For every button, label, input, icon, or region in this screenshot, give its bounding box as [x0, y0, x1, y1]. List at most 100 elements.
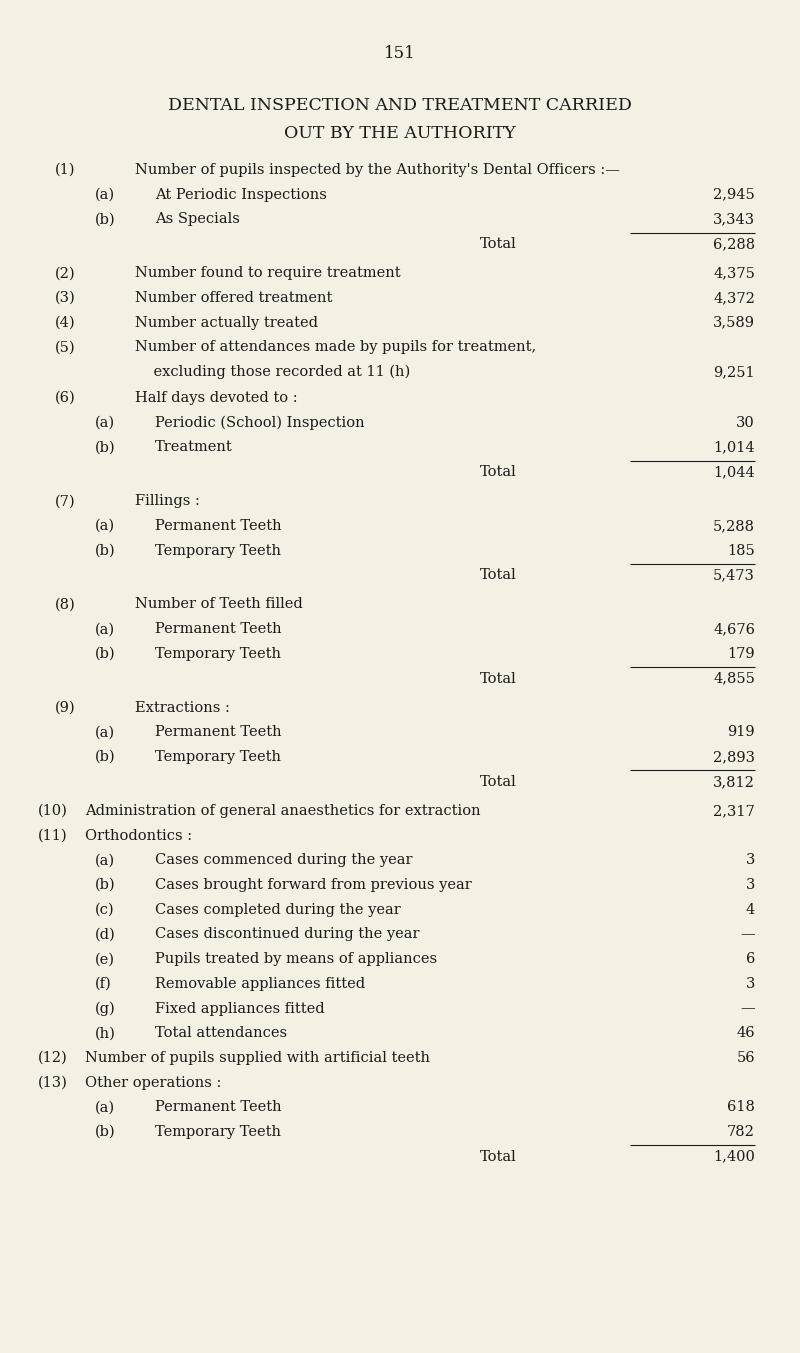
Text: 1,044: 1,044 [714, 465, 755, 479]
Text: (2): (2) [55, 267, 76, 280]
Text: (12): (12) [38, 1051, 68, 1065]
Text: Number found to require treatment: Number found to require treatment [135, 267, 401, 280]
Text: 2,893: 2,893 [713, 750, 755, 764]
Text: 4,676: 4,676 [713, 622, 755, 636]
Text: (10): (10) [38, 804, 68, 819]
Text: 2,317: 2,317 [714, 804, 755, 819]
Text: Number of attendances made by pupils for treatment,: Number of attendances made by pupils for… [135, 341, 536, 354]
Text: (a): (a) [95, 1100, 115, 1115]
Text: OUT BY THE AUTHORITY: OUT BY THE AUTHORITY [284, 124, 516, 142]
Text: 3,589: 3,589 [713, 315, 755, 330]
Text: Removable appliances fitted: Removable appliances fitted [155, 977, 365, 990]
Text: (a): (a) [95, 520, 115, 533]
Text: (e): (e) [95, 953, 115, 966]
Text: Cases commenced during the year: Cases commenced during the year [155, 854, 413, 867]
Text: (3): (3) [55, 291, 76, 304]
Text: (c): (c) [95, 902, 114, 917]
Text: (a): (a) [95, 415, 115, 430]
Text: Number of pupils inspected by the Authority's Dental Officers :—: Number of pupils inspected by the Author… [135, 162, 620, 177]
Text: Temporary Teeth: Temporary Teeth [155, 544, 281, 557]
Text: Number of pupils supplied with artificial teeth: Number of pupils supplied with artificia… [85, 1051, 430, 1065]
Text: (d): (d) [95, 927, 116, 942]
Text: 1,400: 1,400 [713, 1150, 755, 1164]
Text: 185: 185 [727, 544, 755, 557]
Text: (b): (b) [95, 750, 116, 764]
Text: 56: 56 [736, 1051, 755, 1065]
Text: 5,288: 5,288 [713, 520, 755, 533]
Text: Total attendances: Total attendances [155, 1027, 287, 1040]
Text: (a): (a) [95, 725, 115, 740]
Text: 3,812: 3,812 [713, 775, 755, 789]
Text: (4): (4) [55, 315, 76, 330]
Text: (a): (a) [95, 854, 115, 867]
Text: Temporary Teeth: Temporary Teeth [155, 1126, 281, 1139]
Text: Treatment: Treatment [155, 440, 233, 455]
Text: (1): (1) [55, 162, 75, 177]
Text: 3: 3 [746, 854, 755, 867]
Text: (g): (g) [95, 1001, 116, 1016]
Text: excluding those recorded at 11 (h): excluding those recorded at 11 (h) [135, 365, 410, 379]
Text: Total: Total [480, 237, 517, 252]
Text: 1,014: 1,014 [714, 440, 755, 455]
Text: 6,288: 6,288 [713, 237, 755, 252]
Text: 30: 30 [736, 415, 755, 430]
Text: Administration of general anaesthetics for extraction: Administration of general anaesthetics f… [85, 804, 481, 819]
Text: Orthodontics :: Orthodontics : [85, 828, 192, 843]
Text: Total: Total [480, 568, 517, 582]
Text: Fixed appliances fitted: Fixed appliances fitted [155, 1001, 325, 1016]
Text: Periodic (School) Inspection: Periodic (School) Inspection [155, 415, 365, 430]
Text: (b): (b) [95, 440, 116, 455]
Text: (6): (6) [55, 391, 76, 405]
Text: DENTAL INSPECTION AND TREATMENT CARRIED: DENTAL INSPECTION AND TREATMENT CARRIED [168, 97, 632, 114]
Text: 6: 6 [746, 953, 755, 966]
Text: Pupils treated by means of appliances: Pupils treated by means of appliances [155, 953, 437, 966]
Text: (9): (9) [55, 701, 76, 714]
Text: (a): (a) [95, 188, 115, 202]
Text: Total: Total [480, 465, 517, 479]
Text: 4: 4 [746, 902, 755, 917]
Text: (b): (b) [95, 212, 116, 226]
Text: 2,945: 2,945 [714, 188, 755, 202]
Text: 919: 919 [727, 725, 755, 740]
Text: 782: 782 [727, 1126, 755, 1139]
Text: (b): (b) [95, 544, 116, 557]
Text: —: — [740, 1001, 755, 1016]
Text: Cases brought forward from previous year: Cases brought forward from previous year [155, 878, 472, 892]
Text: (b): (b) [95, 878, 116, 892]
Text: Other operations :: Other operations : [85, 1076, 222, 1089]
Text: 618: 618 [727, 1100, 755, 1115]
Text: Cases completed during the year: Cases completed during the year [155, 902, 401, 917]
Text: Permanent Teeth: Permanent Teeth [155, 520, 282, 533]
Text: Total: Total [480, 671, 517, 686]
Text: (f): (f) [95, 977, 112, 990]
Text: (13): (13) [38, 1076, 68, 1089]
Text: Total: Total [480, 1150, 517, 1164]
Text: Temporary Teeth: Temporary Teeth [155, 647, 281, 660]
Text: (7): (7) [55, 494, 76, 509]
Text: At Periodic Inspections: At Periodic Inspections [155, 188, 327, 202]
Text: 3,343: 3,343 [713, 212, 755, 226]
Text: 46: 46 [736, 1027, 755, 1040]
Text: Cases discontinued during the year: Cases discontinued during the year [155, 927, 419, 942]
Text: Total: Total [480, 775, 517, 789]
Text: Half days devoted to :: Half days devoted to : [135, 391, 298, 405]
Text: 3: 3 [746, 878, 755, 892]
Text: (h): (h) [95, 1027, 116, 1040]
Text: (11): (11) [38, 828, 68, 843]
Text: Permanent Teeth: Permanent Teeth [155, 725, 282, 740]
Text: (5): (5) [55, 341, 76, 354]
Text: Number offered treatment: Number offered treatment [135, 291, 332, 304]
Text: Permanent Teeth: Permanent Teeth [155, 1100, 282, 1115]
Text: Number of Teeth filled: Number of Teeth filled [135, 598, 302, 612]
Text: (b): (b) [95, 1126, 116, 1139]
Text: 4,375: 4,375 [713, 267, 755, 280]
Text: Permanent Teeth: Permanent Teeth [155, 622, 282, 636]
Text: —: — [740, 927, 755, 942]
Text: (b): (b) [95, 647, 116, 660]
Text: 3: 3 [746, 977, 755, 990]
Text: 9,251: 9,251 [714, 365, 755, 379]
Text: Number actually treated: Number actually treated [135, 315, 318, 330]
Text: 4,855: 4,855 [713, 671, 755, 686]
Text: (8): (8) [55, 598, 76, 612]
Text: Fillings :: Fillings : [135, 494, 200, 509]
